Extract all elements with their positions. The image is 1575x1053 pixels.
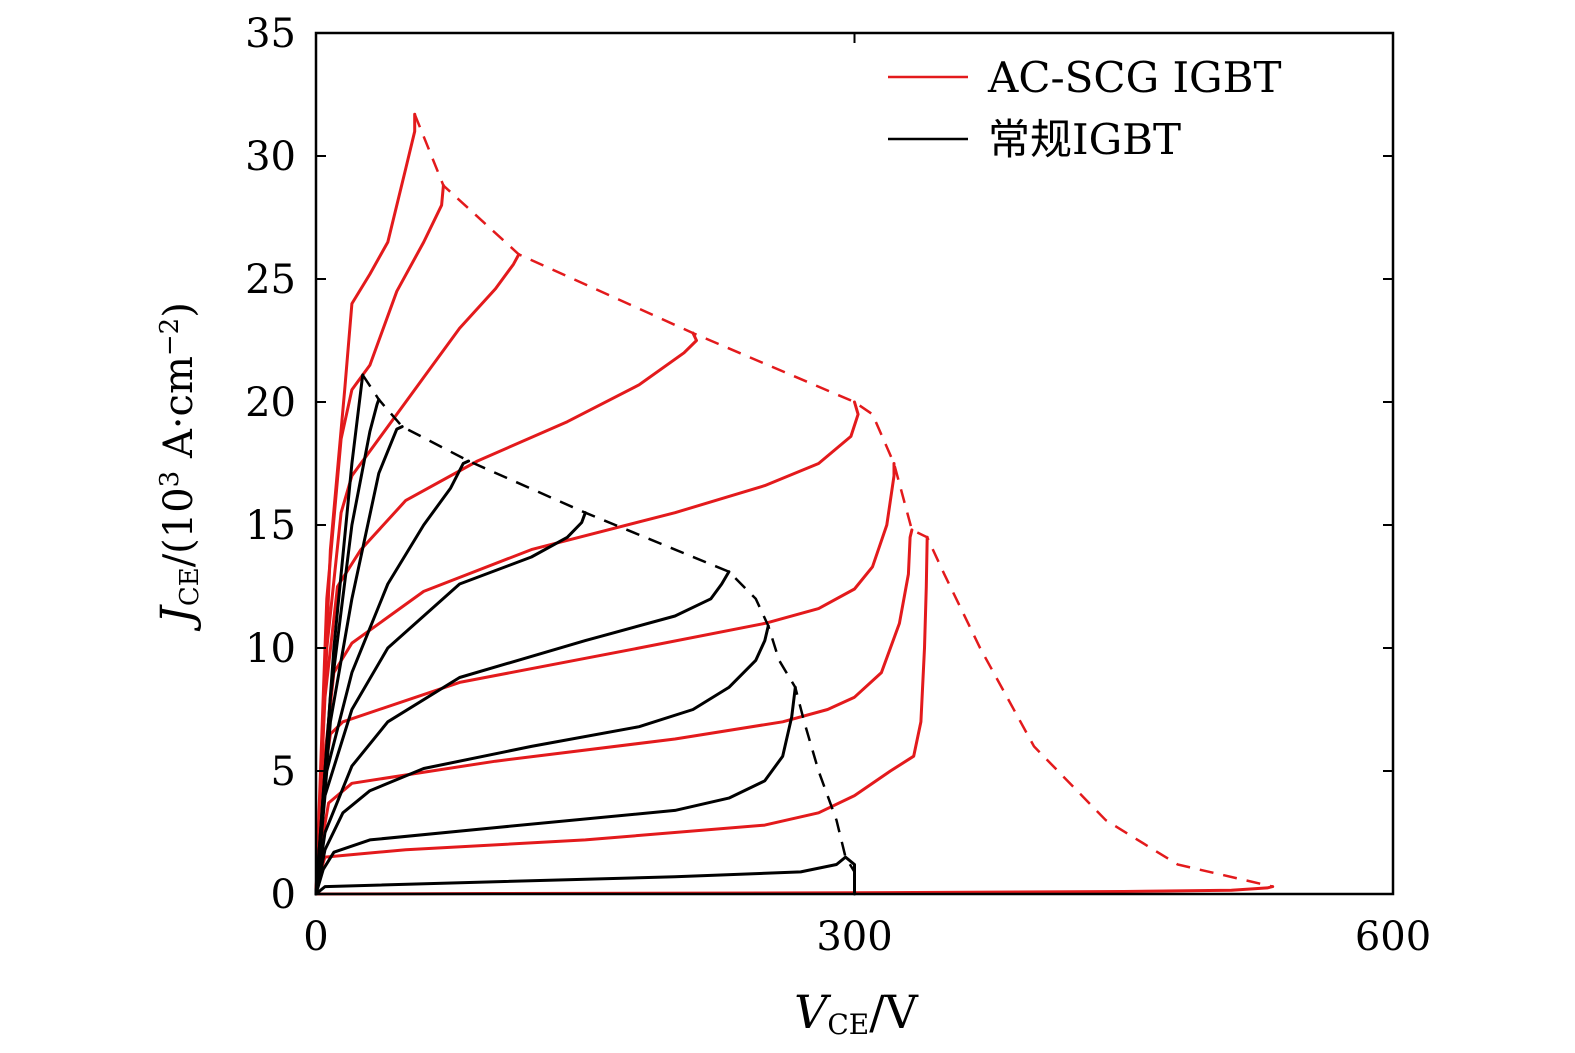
series-ac-scg-curve-9 [314,112,417,896]
x-tick-label: 0 [303,914,328,960]
series-ac-scg-curve-4 [314,462,896,896]
series-ac-scg-curve-7 [314,252,521,896]
series-conventional-curve-6 [314,459,471,896]
y-tick-label: 5 [271,749,296,795]
x-axis-label-sub: CE [827,1008,869,1041]
series-ac-scg-boundary-dashed [413,113,1273,888]
series-conventional-curve-5 [314,511,587,896]
series-ac-scg [314,112,1275,896]
curves-layer [314,112,1275,896]
x-axis-label-main: V [794,985,832,1039]
ticks-layer: 0 5 10 15 20 25 30 35 0 300 600 [245,11,1431,960]
y-axis-label-unit-pre: /(10 [156,487,202,567]
x-tick-label: 300 [816,914,892,960]
series-conventional-curve-9 [314,373,365,896]
y-tick-label: 25 [245,257,296,303]
y-axis-label-main: J [152,604,203,632]
x-axis-label-unit: /V [869,985,918,1039]
x-axis-label: VCE/V [794,985,919,1041]
y-axis-label-unit-post: ) [156,302,202,318]
series-ac-scg-curve-2 [314,535,929,896]
y-tick-label: 20 [245,380,296,426]
series-conventional-curve-3 [314,624,770,896]
y-tick-label: 35 [245,11,296,57]
x-tick-label: 600 [1355,914,1431,960]
series-conventional-curve-4 [314,570,731,896]
series-conventional [314,373,856,896]
y-tick-label: 30 [245,134,296,180]
y-axis-label-unit-mid: A·cm [156,356,202,471]
y-axis-label-exp2: −2 [155,318,185,356]
series-ac-scg-curve-6 [314,331,698,896]
legend-label-conventional: 常规IGBT [988,115,1181,164]
y-axis-label: JCE/(103 A·cm−2) [152,302,205,632]
series-conventional-boundary-dashed [361,374,856,873]
y-axis-label-exp: 3 [155,471,185,488]
y-tick-label: 15 [245,503,296,549]
series-conventional-curve-2 [314,685,797,896]
legend: AC-SCG IGBT 常规IGBT [888,53,1282,164]
series-ac-scg-curve-3 [314,528,914,896]
legend-label-ac-scg: AC-SCG IGBT [987,53,1282,102]
y-tick-label: 10 [245,626,296,672]
y-tick-label: 0 [271,872,296,918]
series-conventional-curve-1 [314,855,856,896]
y-axis-label-sub: CE [175,567,205,606]
